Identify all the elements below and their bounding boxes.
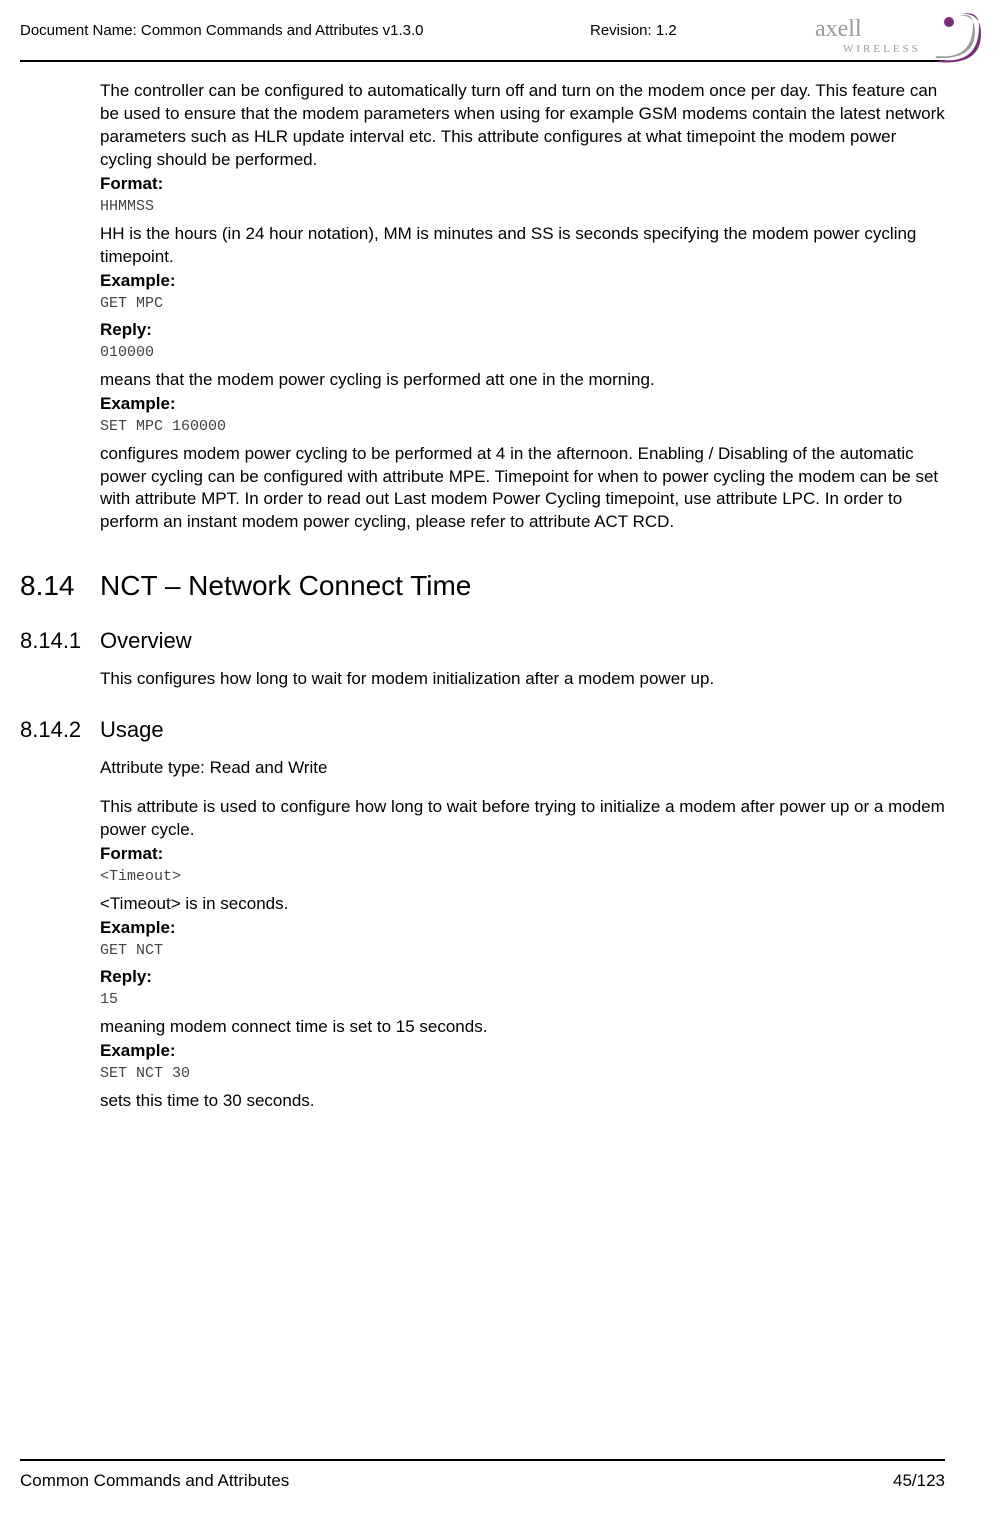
reply-value: 010000 [100, 344, 945, 361]
logo-swirl-icon [935, 13, 981, 62]
subsection-number: 8.14.1 [20, 628, 100, 654]
logo-sub-text: WIRELESS [843, 43, 921, 55]
intro-paragraph: The controller can be configured to auto… [100, 80, 945, 172]
section-8-14: 8.14 NCT – Network Connect Time [100, 570, 945, 602]
logo-main-text: axell [815, 16, 862, 42]
page-content: The controller can be configured to auto… [20, 80, 945, 1113]
footer-title: Common Commands and Attributes [20, 1471, 289, 1491]
example-label: Example: [100, 918, 945, 938]
example-label-2: Example: [100, 1041, 945, 1061]
reply-label: Reply: [100, 320, 945, 340]
format-description: <Timeout> is in seconds. [100, 893, 945, 916]
format-value: <Timeout> [100, 868, 945, 885]
format-label: Format: [100, 174, 945, 194]
example-value: GET MPC [100, 295, 945, 312]
example-value: GET NCT [100, 942, 945, 959]
revision: Revision: 1.2 [590, 22, 677, 39]
example-value-2: SET MPC 160000 [100, 418, 945, 435]
reply-value: 15 [100, 991, 945, 1008]
page-number: 45/123 [893, 1471, 945, 1491]
usage-description: This attribute is used to configure how … [100, 796, 945, 842]
example-label-2: Example: [100, 394, 945, 414]
attribute-type: Attribute type: Read and Write [100, 757, 945, 780]
overview-paragraph: This configures how long to wait for mod… [100, 668, 945, 691]
example-label: Example: [100, 271, 945, 291]
page-footer: Common Commands and Attributes 45/123 [20, 1459, 945, 1491]
section-number: 8.14 [20, 570, 100, 602]
subsection-number: 8.14.2 [20, 717, 100, 743]
doc-name: Document Name: Common Commands and Attri… [20, 20, 424, 39]
section-title: NCT – Network Connect Time [100, 570, 471, 602]
example-description-2: configures modem power cycling to be per… [100, 443, 945, 535]
reply-label: Reply: [100, 967, 945, 987]
page-header: Document Name: Common Commands and Attri… [20, 20, 945, 62]
subsection-8-14-2: 8.14.2 Usage [100, 717, 945, 743]
format-description: HH is the hours (in 24 hour notation), M… [100, 223, 945, 269]
format-label: Format: [100, 844, 945, 864]
brand-logo: axell WIRELESS [815, 12, 985, 73]
example-value-2: SET NCT 30 [100, 1065, 945, 1082]
reply-description: meaning modem connect time is set to 15 … [100, 1016, 945, 1039]
reply-description: means that the modem power cycling is pe… [100, 369, 945, 392]
format-value: HHMMSS [100, 198, 945, 215]
example-description-2: sets this time to 30 seconds. [100, 1090, 945, 1113]
subsection-title: Usage [100, 717, 164, 743]
subsection-8-14-1: 8.14.1 Overview [100, 628, 945, 654]
subsection-title: Overview [100, 628, 192, 654]
